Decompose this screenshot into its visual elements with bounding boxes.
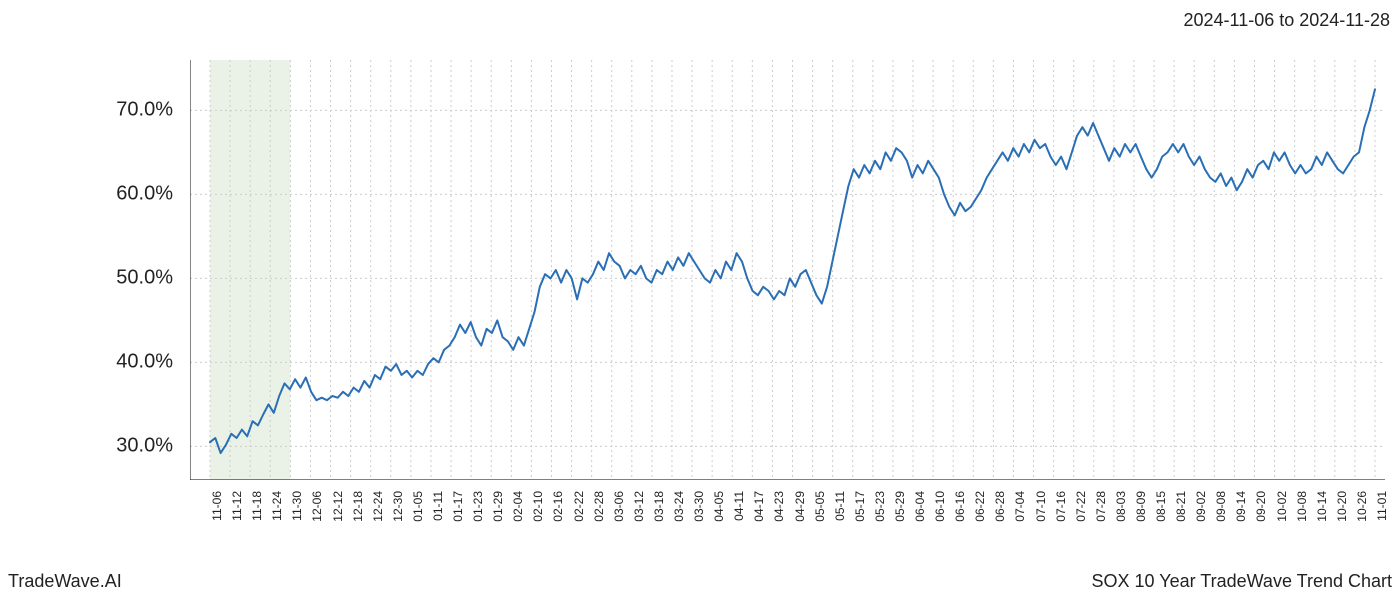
- x-tick-label: 10-02: [1275, 491, 1289, 522]
- x-tick-label: 10-08: [1295, 491, 1309, 522]
- x-tick-label: 04-17: [752, 491, 766, 522]
- x-tick-label: 03-30: [692, 491, 706, 522]
- x-tick-label: 09-20: [1254, 491, 1268, 522]
- y-tick-label: 30.0%: [116, 435, 173, 458]
- x-tick-label: 01-23: [471, 491, 485, 522]
- x-tick-label: 11-30: [290, 491, 304, 521]
- x-tick-label: 01-11: [431, 491, 445, 521]
- x-tick-label: 05-17: [853, 491, 867, 522]
- x-tick-label: 06-04: [913, 491, 927, 522]
- x-tick-label: 07-22: [1074, 491, 1088, 522]
- x-tick-label: 03-12: [632, 491, 646, 522]
- x-tick-label: 12-18: [351, 491, 365, 522]
- x-tick-label: 01-29: [491, 491, 505, 522]
- x-tick-label: 06-28: [993, 491, 1007, 522]
- x-tick-label: 04-05: [712, 491, 726, 522]
- x-tick-label: 10-26: [1355, 491, 1369, 522]
- x-tick-label: 06-10: [933, 491, 947, 522]
- x-tick-label: 03-06: [612, 491, 626, 522]
- x-tick-label: 01-05: [411, 491, 425, 522]
- x-tick-label: 10-20: [1335, 491, 1349, 522]
- x-tick-label: 12-24: [371, 491, 385, 522]
- x-tick-label: 07-10: [1034, 491, 1048, 522]
- x-tick-label: 11-06: [210, 491, 224, 521]
- x-tick-label: 12-12: [331, 491, 345, 522]
- x-tick-label: 04-29: [793, 491, 807, 522]
- y-tick-label: 70.0%: [116, 99, 173, 122]
- x-tick-label: 01-17: [451, 491, 465, 522]
- x-tick-label: 08-09: [1134, 491, 1148, 522]
- y-axis: 30.0% 40.0% 50.0% 60.0% 70.0%: [0, 60, 185, 480]
- x-tick-label: 11-01: [1375, 491, 1389, 521]
- x-tick-label: 09-08: [1214, 491, 1228, 522]
- x-tick-label: 05-11: [833, 491, 847, 521]
- y-tick-label: 60.0%: [116, 183, 173, 206]
- chart-title: SOX 10 Year TradeWave Trend Chart: [1092, 571, 1393, 592]
- x-tick-label: 02-28: [592, 491, 606, 522]
- x-tick-label: 11-18: [250, 491, 264, 521]
- y-tick-label: 50.0%: [116, 267, 173, 290]
- x-tick-label: 11-24: [270, 491, 284, 521]
- x-tick-label: 05-23: [873, 491, 887, 522]
- x-tick-label: 10-14: [1315, 491, 1329, 522]
- brand-label: TradeWave.AI: [8, 571, 122, 592]
- x-axis: 11-06 11-12 11-18 11-24 11-30 12-06 12-12 12-18…: [190, 485, 1385, 565]
- x-tick-label: 12-06: [310, 491, 324, 522]
- x-tick-label: 11-12: [230, 491, 244, 521]
- x-tick-label: 08-03: [1114, 491, 1128, 522]
- date-range-label: 2024-11-06 to 2024-11-28: [1184, 10, 1391, 31]
- x-tick-label: 08-15: [1154, 491, 1168, 522]
- x-tick-label: 06-16: [953, 491, 967, 522]
- y-tick-label: 40.0%: [116, 351, 173, 374]
- x-tick-label: 08-21: [1174, 491, 1188, 522]
- x-tick-label: 04-23: [772, 491, 786, 522]
- x-tick-label: 12-30: [391, 491, 405, 522]
- chart-svg: [190, 60, 1385, 480]
- x-tick-label: 02-10: [531, 491, 545, 522]
- chart-plot-area: [190, 60, 1385, 480]
- x-tick-label: 07-04: [1013, 491, 1027, 522]
- x-tick-label: 02-16: [551, 491, 565, 522]
- x-tick-label: 06-22: [973, 491, 987, 522]
- x-tick-label: 05-05: [813, 491, 827, 522]
- x-tick-label: 03-18: [652, 491, 666, 522]
- x-tick-label: 04-11: [732, 491, 746, 521]
- x-tick-label: 02-04: [511, 491, 525, 522]
- x-tick-label: 09-14: [1234, 491, 1248, 522]
- x-tick-label: 03-24: [672, 491, 686, 522]
- x-tick-label: 05-29: [893, 491, 907, 522]
- x-tick-label: 07-16: [1054, 491, 1068, 522]
- x-tick-label: 02-22: [572, 491, 586, 522]
- x-tick-label: 09-02: [1194, 491, 1208, 522]
- x-tick-label: 07-28: [1094, 491, 1108, 522]
